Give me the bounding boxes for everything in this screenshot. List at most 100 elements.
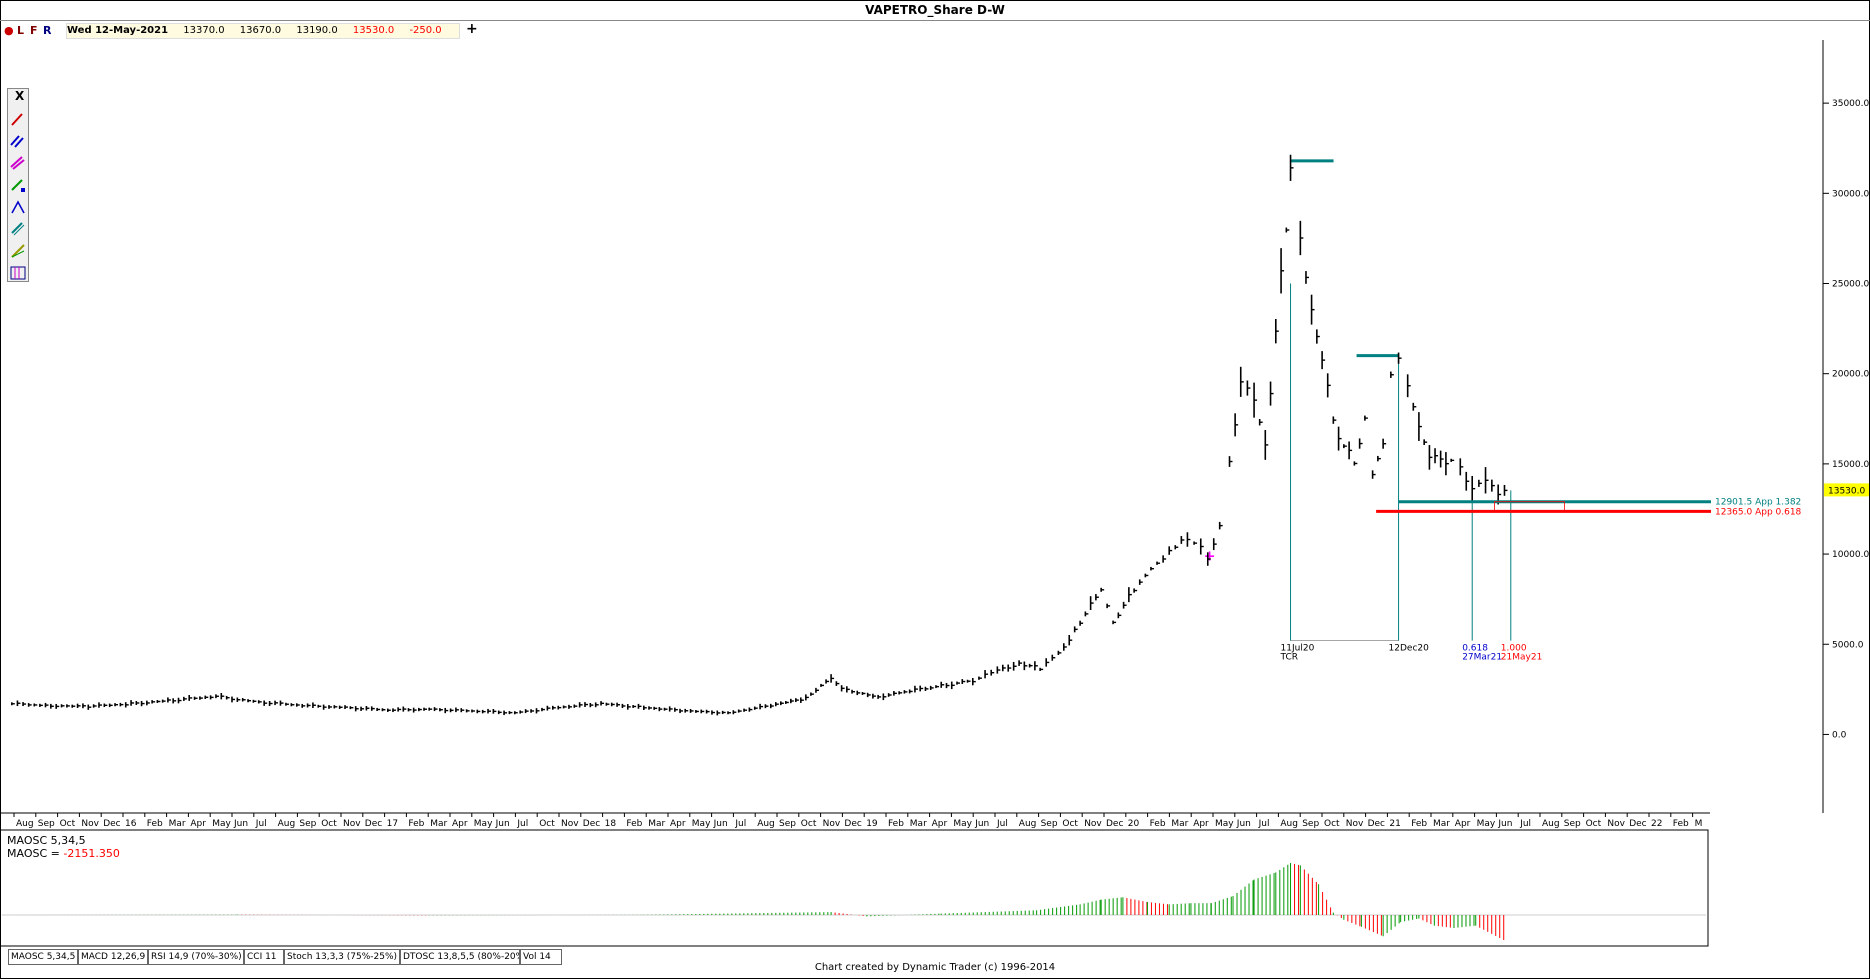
- quote-bar: ● L F R Wed 12-May-2021 13370.0 13670.0 …: [0, 21, 1870, 39]
- price-bar: [1007, 664, 1012, 672]
- time-tick-label: Jun: [713, 819, 728, 829]
- price-bar: [55, 703, 60, 709]
- price-bar: [785, 701, 789, 704]
- fib-tool-icon[interactable]: [10, 177, 26, 193]
- price-bar: [1023, 661, 1028, 671]
- drawing-toolbox: X: [7, 88, 29, 282]
- price-bar: [866, 692, 871, 698]
- price-bar: [183, 696, 187, 701]
- price-bar: [524, 709, 529, 714]
- trend-line-tool-icon[interactable]: [10, 111, 26, 127]
- price-bar: [209, 695, 214, 700]
- price-bar: [893, 691, 897, 696]
- price-bar: [418, 707, 422, 712]
- price-bar: [648, 706, 652, 710]
- time-tick-label: Nov: [1346, 819, 1364, 829]
- time-tick-label: Jul: [996, 819, 1008, 829]
- price-bar: [616, 702, 621, 707]
- time-tick-label: Aug: [1019, 819, 1037, 829]
- price-bar: [252, 699, 257, 703]
- flag-l-button[interactable]: L: [17, 24, 25, 37]
- time-grid-tool-icon[interactable]: [10, 265, 26, 281]
- price-bar: [114, 703, 119, 707]
- price-bar: [732, 710, 737, 715]
- time-tick-label: Jul: [516, 819, 528, 829]
- price-bar: [333, 705, 338, 709]
- quote-date: Wed 12-May-2021: [67, 25, 169, 36]
- price-bar: [835, 681, 840, 686]
- price-bar: [1285, 227, 1290, 233]
- price-bar: [349, 706, 354, 710]
- price-bar: [247, 699, 252, 703]
- status-dot-icon[interactable]: ●: [4, 24, 14, 37]
- price-bar: [1305, 271, 1309, 284]
- price-bar: [1450, 458, 1455, 462]
- price-bar: [984, 670, 989, 679]
- retracement-tool-icon[interactable]: [10, 199, 26, 215]
- time-tick-label: Sep: [38, 819, 55, 829]
- time-tick-label: 22: [1651, 819, 1662, 829]
- price-bar: [236, 697, 241, 702]
- price-bar: [1001, 664, 1006, 672]
- price-bar: [27, 703, 32, 707]
- add-chart-button[interactable]: +: [466, 21, 478, 37]
- price-bar: [151, 700, 156, 704]
- price-bar: [1212, 538, 1217, 551]
- price-bar: [600, 701, 605, 706]
- tab-dtosc[interactable]: DTOSC 13,8,5,5 (80%-20%): [400, 949, 520, 965]
- price-bar: [668, 706, 673, 712]
- time-tick-label: Feb: [626, 819, 642, 829]
- close-icon[interactable]: X: [15, 89, 25, 103]
- price-bar: [423, 707, 428, 711]
- price-bar: [140, 700, 145, 707]
- price-bar: [779, 701, 784, 706]
- price-bar: [929, 685, 934, 690]
- tab-rsi[interactable]: RSI 14,9 (70%-30%): [148, 949, 244, 965]
- price-bar: [130, 700, 135, 706]
- tab-vol[interactable]: Vol 14: [520, 949, 562, 965]
- time-tick-label: Sep: [779, 819, 796, 829]
- tab-macd[interactable]: MACD 12,26,9: [78, 949, 148, 965]
- time-tick-label: Dec: [1368, 819, 1385, 829]
- price-bar: [306, 703, 311, 708]
- price-bar: [274, 700, 279, 706]
- pitchfork-tool-icon[interactable]: [10, 155, 26, 171]
- tab-cci[interactable]: CCI 11: [244, 949, 284, 965]
- ratio-tool-icon[interactable]: [10, 221, 26, 237]
- price-bar: [92, 704, 97, 708]
- price-bar: [11, 702, 15, 706]
- last-price-box: [1824, 483, 1869, 497]
- tab-maosc[interactable]: MAOSC 5,34,5: [8, 949, 78, 965]
- time-tick-label: Oct: [539, 819, 555, 829]
- price-bar: [1275, 318, 1279, 344]
- price-bar: [898, 691, 903, 695]
- parallel-lines-tool-icon[interactable]: [10, 133, 26, 149]
- time-tick-label: 19: [866, 819, 878, 829]
- price-bar: [455, 707, 459, 713]
- flag-r-button[interactable]: R: [43, 24, 52, 37]
- price-bar: [471, 709, 475, 713]
- time-tick-label: Sep: [1564, 819, 1581, 829]
- price-bar: [492, 709, 497, 714]
- price-bar: [594, 702, 599, 708]
- price-bar: [444, 707, 449, 714]
- price-bar: [338, 705, 343, 709]
- time-tick-label: Mar: [169, 819, 186, 829]
- flag-f-button[interactable]: F: [30, 24, 38, 37]
- price-bar: [1100, 587, 1105, 592]
- price-bar: [241, 698, 246, 702]
- price-bar: [795, 698, 799, 703]
- time-tick-label: May: [1477, 819, 1496, 829]
- price-bar: [1371, 470, 1376, 479]
- price-bar: [135, 700, 140, 705]
- price-bar: [966, 679, 971, 683]
- price-bar: [82, 703, 86, 709]
- time-tick-label: Oct: [1324, 819, 1340, 829]
- cycle-tool-icon[interactable]: [10, 243, 26, 259]
- price-bar: [1434, 448, 1439, 464]
- price-bar: [476, 709, 481, 714]
- time-tick-label: Oct: [321, 819, 337, 829]
- tab-stoch[interactable]: Stoch 13,3,3 (75%-25%): [284, 949, 400, 965]
- price-bar: [552, 705, 556, 710]
